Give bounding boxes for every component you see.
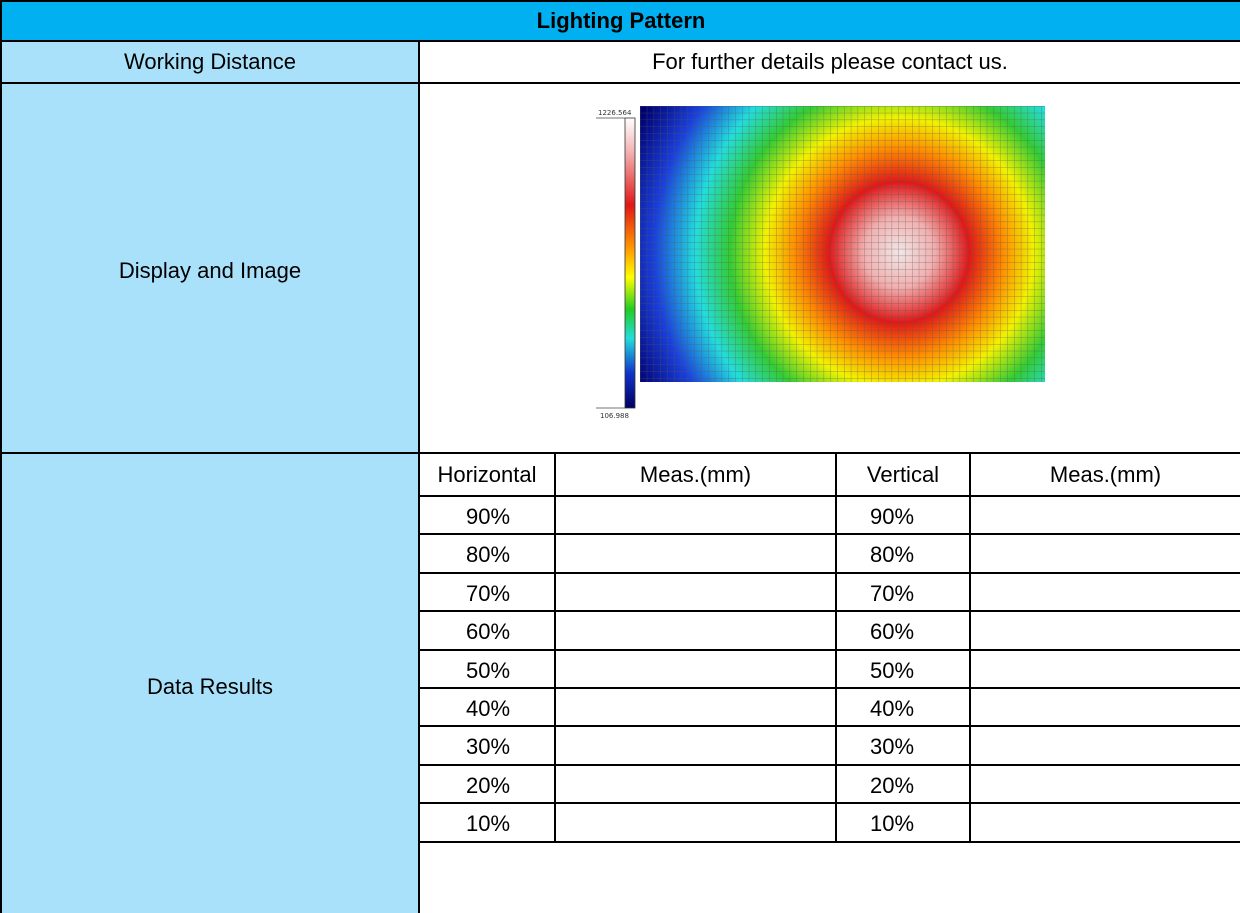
column-header-horizontal: Horizontal [437,462,537,487]
working-distance-value: For further details please contact us. [652,49,1008,74]
display-label-cell: Display and Image [0,84,420,454]
page-title: Lighting Pattern [536,8,706,33]
scale-max-label: 1226.564 [598,109,632,117]
horizontal-level: 40% [466,696,511,721]
heatmap-image: 1226.564 106.988 [596,106,1045,420]
results-table: Horizontal Meas.(mm) Vertical Meas.(mm) … [420,454,1240,913]
row-divider [420,763,1240,766]
table-row: 70% 70% [420,574,1240,613]
vertical-level: 60% [870,619,915,645]
table-row: 10% 10% [420,804,1240,843]
horizontal-level: 10% [466,811,511,837]
table-row: 80% 80% [420,535,1240,574]
scale-min-label: 106.988 [600,412,629,420]
column-header-vertical: Vertical [866,462,940,487]
row-divider [420,725,1240,728]
title-bar: Lighting Pattern [0,0,1240,42]
vertical-level: 40% [870,696,915,721]
horizontal-level: 80% [466,542,511,568]
table-row: 30% 30% [420,727,1240,766]
color-scale-bar [624,117,636,409]
vertical-level: 90% [870,504,915,529]
column-header-horizontal-meas: Meas.(mm) [639,462,752,487]
row-divider [420,648,1240,651]
working-distance-label: Working Distance [124,49,296,74]
vertical-level: 70% [870,580,915,606]
row-divider [420,533,1240,536]
working-distance-value-cell: For further details please contact us. [420,42,1240,84]
table-row: 60% 60% [420,612,1240,651]
vertical-level: 20% [870,772,915,798]
column-header-vertical-meas: Meas.(mm) [1049,462,1162,487]
row-divider [420,802,1240,805]
results-label: Data Results [147,674,273,699]
vertical-level: 80% [870,542,915,568]
display-label: Display and Image [118,258,302,283]
vertical-level: 10% [870,811,915,837]
row-divider [420,840,1240,843]
row-divider [420,610,1240,613]
results-label-cell: Data Results [0,454,420,913]
horizontal-level: 90% [466,504,511,529]
horizontal-level: 30% [466,734,511,760]
horizontal-level: 70% [466,580,511,606]
vertical-level: 30% [870,734,915,760]
row-divider [420,686,1240,689]
table-row: 50% 50% [420,651,1240,689]
table-row: 20% 20% [420,766,1240,805]
row-divider [420,571,1240,574]
table-row: 40% 40% [420,689,1240,728]
vertical-level: 50% [870,657,915,683]
horizontal-level: 20% [466,772,511,798]
display-image-cell: 1226.564 106.988 [420,84,1240,454]
working-distance-label-cell: Working Distance [0,42,420,84]
horizontal-level: 60% [466,619,511,645]
table-row: 90% 90% [420,497,1240,536]
horizontal-level: 50% [466,657,511,683]
